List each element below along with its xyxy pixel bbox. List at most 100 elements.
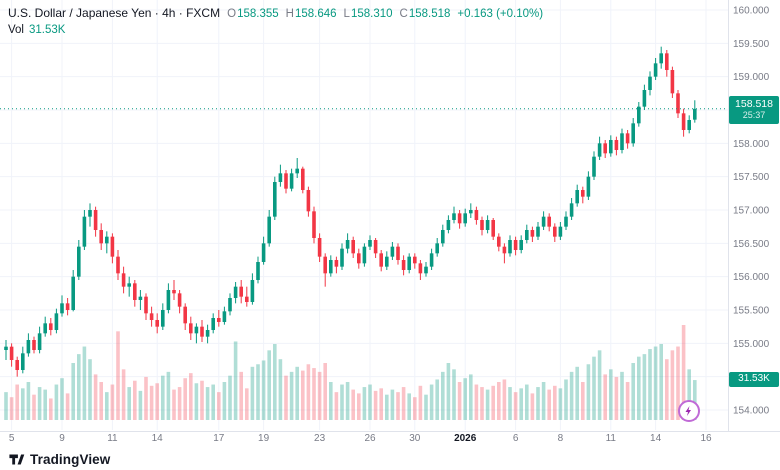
volume-bar bbox=[166, 371, 171, 420]
volume-bar bbox=[105, 392, 109, 420]
volume-bar bbox=[306, 364, 311, 420]
candle-body bbox=[407, 256, 411, 270]
candle-body bbox=[418, 263, 423, 274]
tradingview-attribution[interactable]: TradingView bbox=[8, 449, 110, 469]
volume-bar bbox=[4, 392, 8, 420]
candle-body bbox=[301, 168, 305, 190]
candle-body bbox=[37, 333, 42, 350]
volume-bar bbox=[614, 376, 619, 420]
chart-canvas[interactable]: 160.000159.500159.000158.500158.000157.5… bbox=[0, 0, 780, 448]
volume-bar bbox=[474, 384, 479, 420]
volume-bar bbox=[648, 349, 652, 420]
price-axis[interactable] bbox=[729, 0, 780, 431]
volume-bar bbox=[15, 384, 19, 420]
candle-body bbox=[637, 106, 641, 124]
time-tick-label: 14 bbox=[152, 433, 164, 444]
candle-body bbox=[620, 133, 624, 150]
volume-bar bbox=[351, 389, 355, 420]
candle-body bbox=[183, 306, 187, 324]
candle-body bbox=[4, 346, 8, 350]
volume-bar bbox=[620, 371, 624, 420]
volume-indicator-value: 31.53K bbox=[29, 24, 66, 36]
candle-body bbox=[127, 283, 131, 287]
price-tick-label: 159.000 bbox=[733, 72, 770, 83]
candle-body bbox=[429, 253, 434, 267]
volume-bar bbox=[278, 359, 283, 420]
candle-body bbox=[194, 326, 199, 334]
time-tick-label: 2026 bbox=[454, 433, 477, 444]
candle-body bbox=[88, 210, 92, 217]
volume-bar bbox=[93, 374, 98, 420]
symbol-description[interactable]: U.S. Dollar / Japanese Yen · 4h · FXCM bbox=[8, 6, 221, 20]
candle-body bbox=[368, 240, 372, 247]
volume-bar bbox=[301, 370, 305, 420]
volume-bar bbox=[273, 344, 277, 420]
candle-body bbox=[463, 213, 467, 224]
volume-bar bbox=[233, 341, 238, 420]
candle-body bbox=[222, 311, 227, 322]
volume-bar bbox=[250, 366, 255, 420]
volume-bar bbox=[217, 392, 221, 420]
volume-bar bbox=[435, 379, 439, 420]
volume-bar bbox=[530, 393, 535, 420]
price-tick-label: 160.000 bbox=[733, 6, 770, 17]
volume-bar bbox=[569, 371, 574, 420]
candle-body bbox=[385, 256, 389, 267]
volume-bar bbox=[172, 389, 176, 420]
candle-body bbox=[474, 210, 479, 220]
candle-body bbox=[351, 240, 355, 254]
high-label: H bbox=[285, 8, 294, 20]
candle-body bbox=[9, 346, 14, 360]
volume-bar bbox=[681, 325, 686, 420]
candle-body bbox=[43, 323, 47, 334]
last-price-badge: 158.518 25:37 bbox=[729, 95, 779, 125]
quick-trade-button[interactable] bbox=[678, 400, 700, 422]
candle-body bbox=[435, 243, 439, 254]
price-tick-label: 159.500 bbox=[733, 39, 770, 50]
chart-legend: U.S. Dollar / Japanese Yen · 4h · FXCM O… bbox=[8, 6, 543, 20]
candle-body bbox=[21, 353, 25, 370]
low-value: 158.310 bbox=[350, 8, 393, 20]
candle-body bbox=[211, 318, 215, 330]
candle-body bbox=[670, 70, 675, 94]
candle-body bbox=[65, 303, 70, 310]
volume-bar bbox=[441, 371, 445, 420]
volume-bar bbox=[9, 397, 14, 420]
volume-bar bbox=[676, 346, 680, 420]
volume-bar bbox=[133, 380, 137, 420]
candle-body bbox=[54, 313, 59, 330]
candle-body bbox=[15, 360, 19, 370]
candle-body bbox=[295, 168, 299, 174]
volume-bar bbox=[609, 369, 613, 420]
lightning-bolt-icon bbox=[685, 406, 691, 416]
volume-bar bbox=[189, 373, 193, 420]
low-label: L bbox=[343, 8, 350, 20]
candle-body bbox=[592, 156, 596, 177]
volume-bar bbox=[121, 369, 126, 420]
candle-body bbox=[497, 236, 501, 247]
candle-body bbox=[273, 182, 277, 217]
volume-bar bbox=[653, 346, 658, 420]
volume-bar bbox=[312, 368, 316, 420]
volume-bar bbox=[99, 382, 103, 420]
time-tick-label: 5 bbox=[9, 433, 15, 444]
candle-body bbox=[659, 53, 663, 64]
volume-bar bbox=[407, 393, 411, 420]
candle-body bbox=[569, 203, 574, 217]
volume-bar bbox=[693, 380, 697, 420]
candle-body bbox=[687, 120, 691, 130]
price-tick-label: 154.000 bbox=[733, 406, 770, 417]
candle-body bbox=[541, 216, 546, 227]
volume-bar bbox=[37, 387, 42, 420]
high-value: 158.646 bbox=[294, 8, 337, 20]
candle-body bbox=[340, 248, 344, 267]
time-tick-label: 9 bbox=[59, 433, 65, 444]
volume-bar bbox=[345, 382, 350, 420]
volume-bar bbox=[245, 388, 249, 420]
time-axis[interactable] bbox=[0, 432, 728, 448]
time-tick-label: 16 bbox=[700, 433, 712, 444]
candle-body bbox=[71, 276, 75, 310]
candle-body bbox=[575, 190, 579, 204]
volume-bar bbox=[368, 384, 372, 420]
